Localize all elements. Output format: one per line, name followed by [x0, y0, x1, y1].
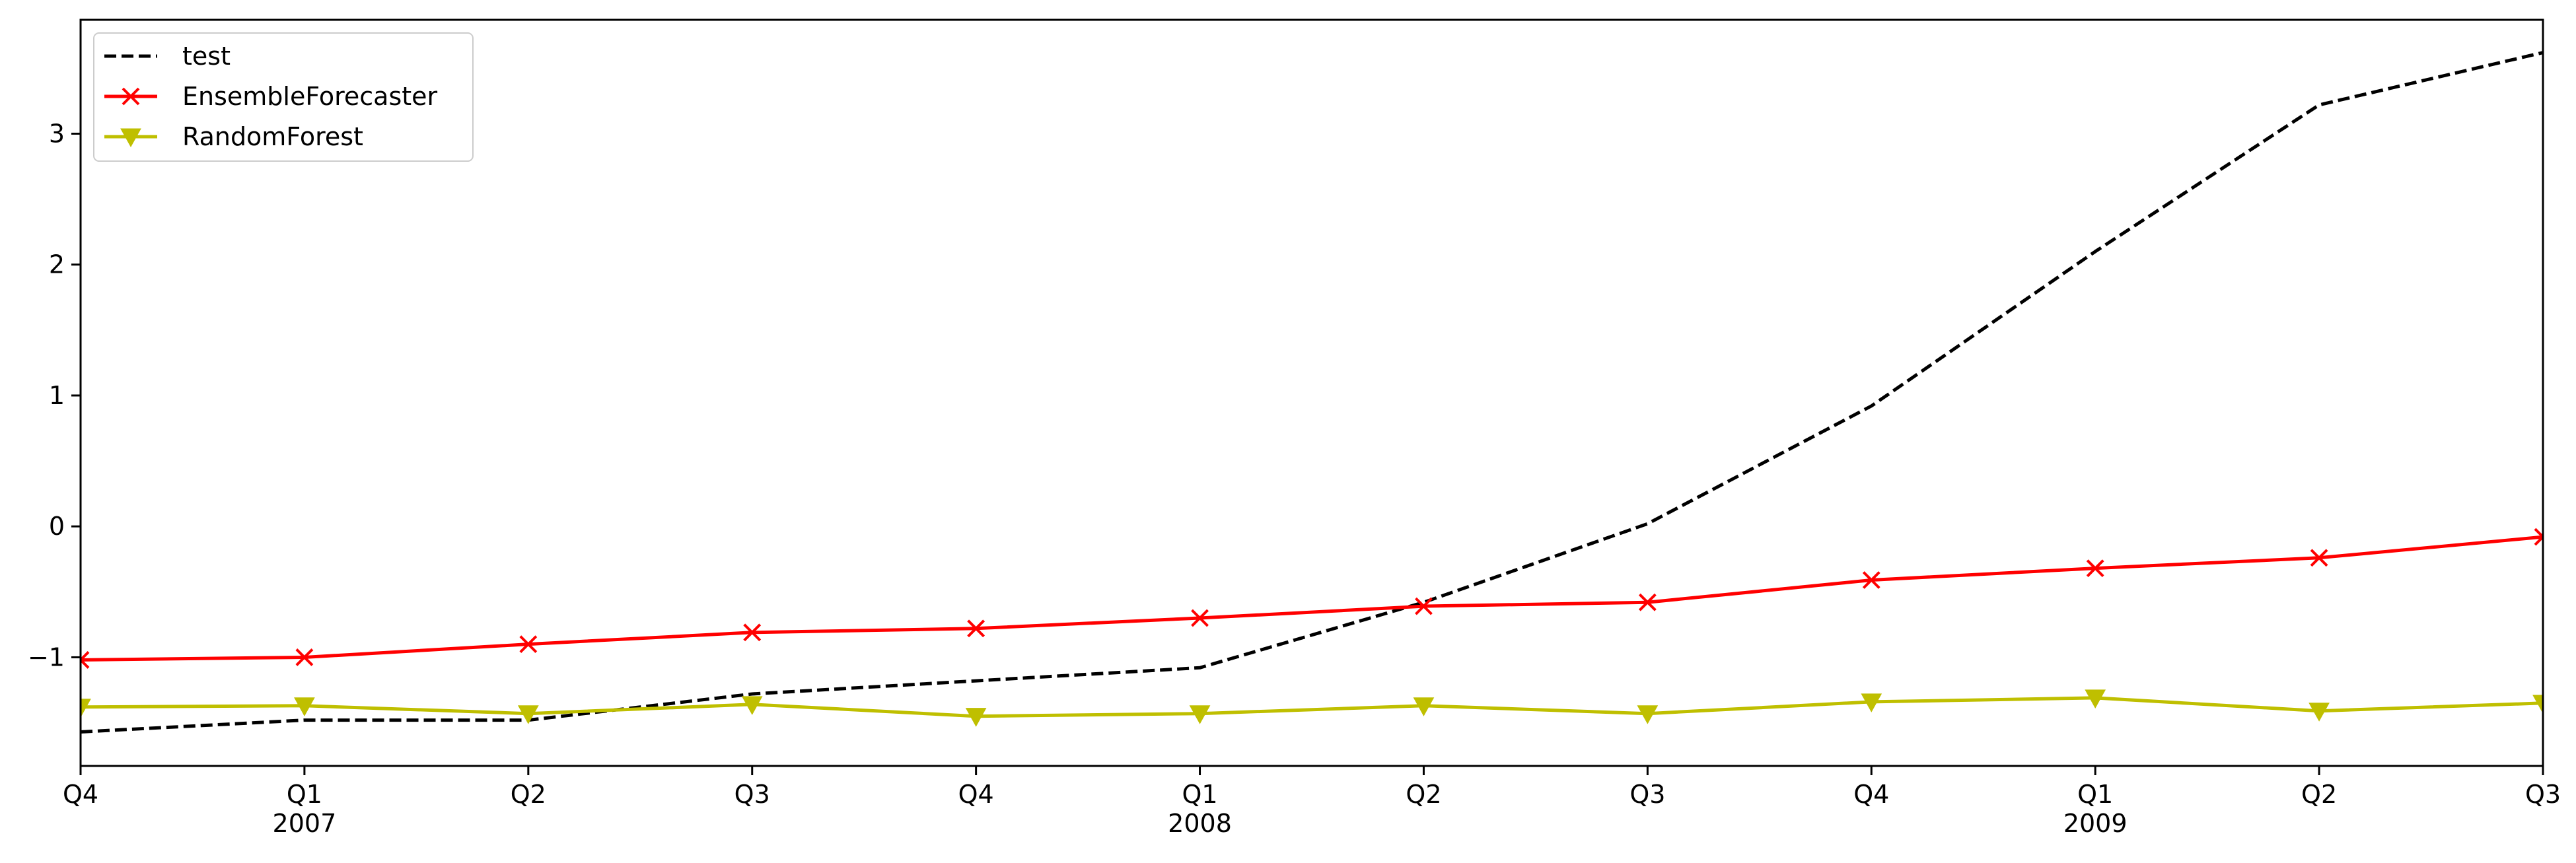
data-point-ensembleforecaster: [1638, 593, 1657, 611]
y-tick-label: 1: [49, 381, 65, 410]
data-point-ensembleforecaster: [2086, 559, 2104, 578]
y-tick-label: 2: [49, 250, 65, 279]
legend-box: [93, 32, 474, 162]
x-tick-label: Q4: [1853, 780, 1889, 809]
x-tick-label: Q4: [63, 780, 98, 809]
y-tick-label: 0: [49, 512, 65, 541]
data-point-ensembleforecaster: [1862, 571, 1880, 589]
data-point-ensembleforecaster: [519, 635, 538, 654]
data-point-randomforest: [2308, 703, 2330, 722]
x-tick-label: Q2: [1406, 780, 1441, 809]
plot-frame: [79, 18, 2544, 767]
data-point-randomforest: [2532, 695, 2543, 714]
series-line-ensembleforecaster: [81, 535, 2543, 662]
data-point-randomforest: [2085, 689, 2106, 708]
x-tick-label: Q1: [1182, 780, 1217, 809]
data-point-ensembleforecaster: [967, 619, 985, 638]
x-tick-year-label: 2009: [2063, 809, 2128, 838]
data-point-ensembleforecaster: [743, 623, 762, 642]
x-tick-label: Q3: [2525, 780, 2561, 809]
x-tick-label: Q1: [287, 780, 322, 809]
data-point-ensembleforecaster: [2310, 549, 2328, 567]
data-point-randomforest: [1413, 697, 1435, 716]
series-line-test: [81, 51, 2543, 734]
data-point-randomforest: [1637, 705, 1659, 724]
legend-marker-ensembleforecaster: [122, 87, 140, 106]
series-line-randomforest: [81, 696, 2543, 718]
data-point-randomforest: [1861, 693, 1882, 712]
data-point-ensembleforecaster: [1191, 609, 1209, 627]
y-tick-label: 3: [49, 119, 65, 148]
data-point-ensembleforecaster: [295, 648, 314, 666]
data-point-ensembleforecaster: [1415, 597, 1433, 615]
data-point-randomforest: [965, 708, 987, 727]
x-tick-year-label: 2007: [273, 809, 337, 838]
legend-label-randomforest: RandomForest: [182, 122, 363, 151]
x-tick-label: Q2: [2301, 780, 2337, 809]
x-tick-label: Q2: [511, 780, 546, 809]
series-layer: [81, 51, 2543, 734]
legend-label-ensembleforecaster: EnsembleForecaster: [182, 82, 438, 111]
data-point-randomforest: [1189, 705, 1211, 724]
x-tick-label: Q3: [734, 780, 770, 809]
x-tick-label: Q3: [1629, 780, 1665, 809]
x-tick-label: Q1: [2077, 780, 2113, 809]
data-point-randomforest: [294, 697, 315, 716]
data-point-ensembleforecaster: [2534, 528, 2543, 546]
x-tick-year-label: 2008: [1168, 809, 1232, 838]
y-tick-label: −1: [28, 642, 65, 672]
legend-label-test: test: [182, 42, 231, 71]
legend: test EnsembleForecaster RandomForest: [93, 32, 474, 162]
legend-marker-randomforest: [120, 128, 141, 148]
data-point-randomforest: [517, 705, 539, 724]
x-tick-label: Q4: [958, 780, 994, 809]
data-point-randomforest: [81, 699, 91, 718]
data-point-ensembleforecaster: [81, 651, 90, 669]
data-point-randomforest: [741, 696, 763, 715]
